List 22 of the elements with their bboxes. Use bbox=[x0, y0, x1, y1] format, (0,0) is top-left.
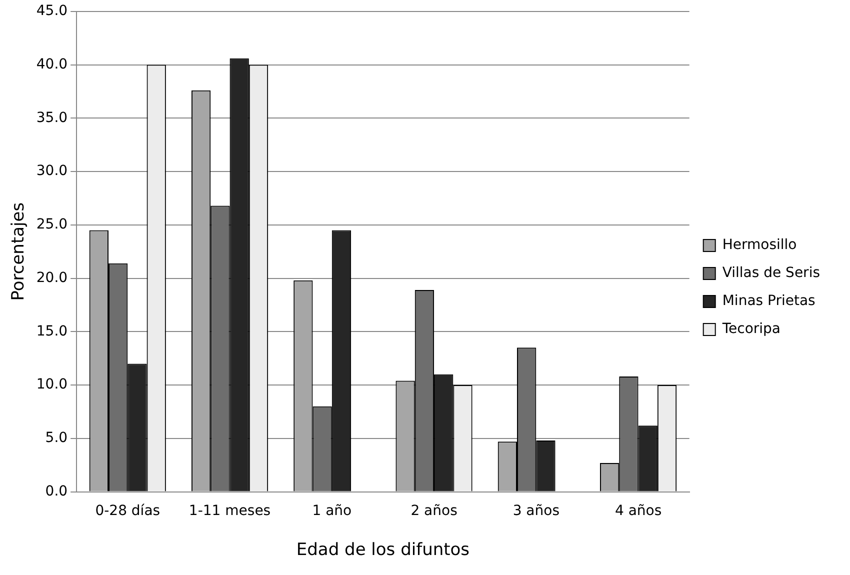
y-tick-label: 35.0 bbox=[36, 110, 68, 126]
y-axis-title: Porcentajes bbox=[8, 202, 29, 301]
x-axis-title: Edad de los difuntos bbox=[296, 540, 470, 560]
x-tick-label: 2 años bbox=[410, 502, 458, 519]
y-tick-label: 0.0 bbox=[45, 483, 68, 500]
y-tick-label: 40.0 bbox=[36, 56, 68, 72]
y-tick-label: 30.0 bbox=[36, 163, 68, 180]
x-tick-label: 4 años bbox=[614, 502, 662, 519]
y-tick-label: 25.0 bbox=[36, 216, 68, 233]
legend-label: Hermosillo bbox=[722, 237, 797, 254]
y-tick-label: 10.0 bbox=[36, 376, 68, 393]
x-tick-label: 0-28 días bbox=[95, 502, 160, 519]
legend-label: Villas de Seris bbox=[722, 265, 820, 282]
x-tick-label: 1 año bbox=[312, 502, 352, 519]
legend-label: Tecoripa bbox=[721, 321, 781, 338]
y-tick-label: 45.0 bbox=[36, 3, 68, 20]
y-tick-label: 20.0 bbox=[36, 270, 68, 286]
x-tick-label: 3 años bbox=[512, 502, 560, 519]
y-tick-label: 15.0 bbox=[36, 323, 68, 340]
legend-label: Minas Prietas bbox=[722, 293, 816, 310]
y-tick-label: 5.0 bbox=[45, 430, 68, 446]
x-tick-label: 1-11 meses bbox=[188, 502, 271, 519]
